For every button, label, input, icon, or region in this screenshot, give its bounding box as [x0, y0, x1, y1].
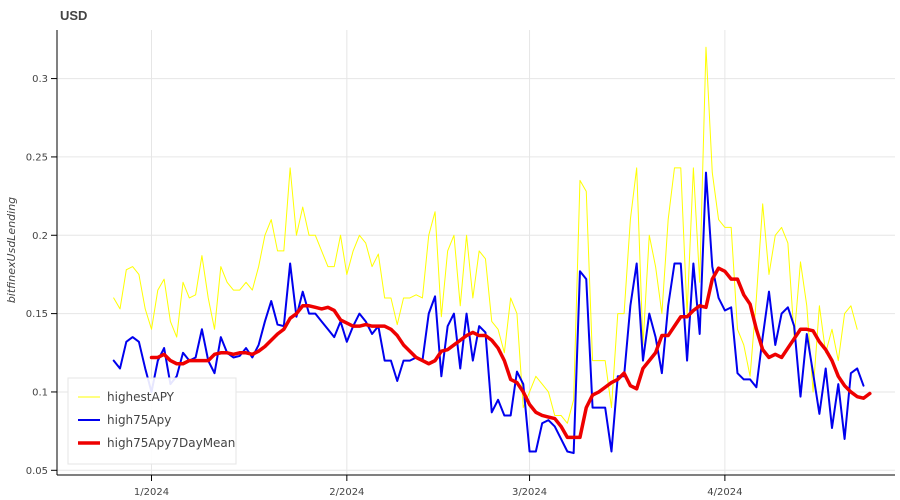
- legend: highestAPY high75Apy high75Apy7DayMean: [67, 377, 237, 465]
- x-tick-label: 1/2024: [134, 487, 169, 498]
- chart-title: USD: [60, 8, 87, 23]
- y-axis-ticks: 0.05 0.1 0.15 0.2 0.25 0.3: [26, 74, 57, 477]
- x-tick-label: 2/2024: [329, 487, 364, 498]
- series-line-high75Apy: [112, 171, 865, 455]
- x-tick-label: 4/2024: [707, 487, 742, 498]
- y-axis-label: bitfinexUsdLending: [5, 197, 18, 303]
- x-axis-ticks: 1/2024 2/2024 3/2024 4/2024: [134, 475, 742, 498]
- y-tick-label: 0.3: [32, 74, 48, 85]
- x-tick-label: 3/2024: [512, 487, 547, 498]
- y-tick-label: 0.05: [26, 466, 48, 477]
- series-line-high75Apy7DayMean: [149, 266, 872, 440]
- legend-label: high75Apy7DayMean: [107, 436, 235, 450]
- legend-label: highestAPY: [107, 390, 175, 404]
- y-tick-label: 0.15: [26, 309, 48, 320]
- legend-label: high75Apy: [107, 413, 171, 427]
- y-tick-label: 0.1: [32, 387, 48, 398]
- y-tick-label: 0.2: [32, 231, 48, 242]
- y-tick-label: 0.25: [26, 152, 48, 163]
- series-line-highestAPY: [113, 46, 858, 424]
- series-layer: [112, 46, 872, 455]
- axes: [56, 30, 895, 476]
